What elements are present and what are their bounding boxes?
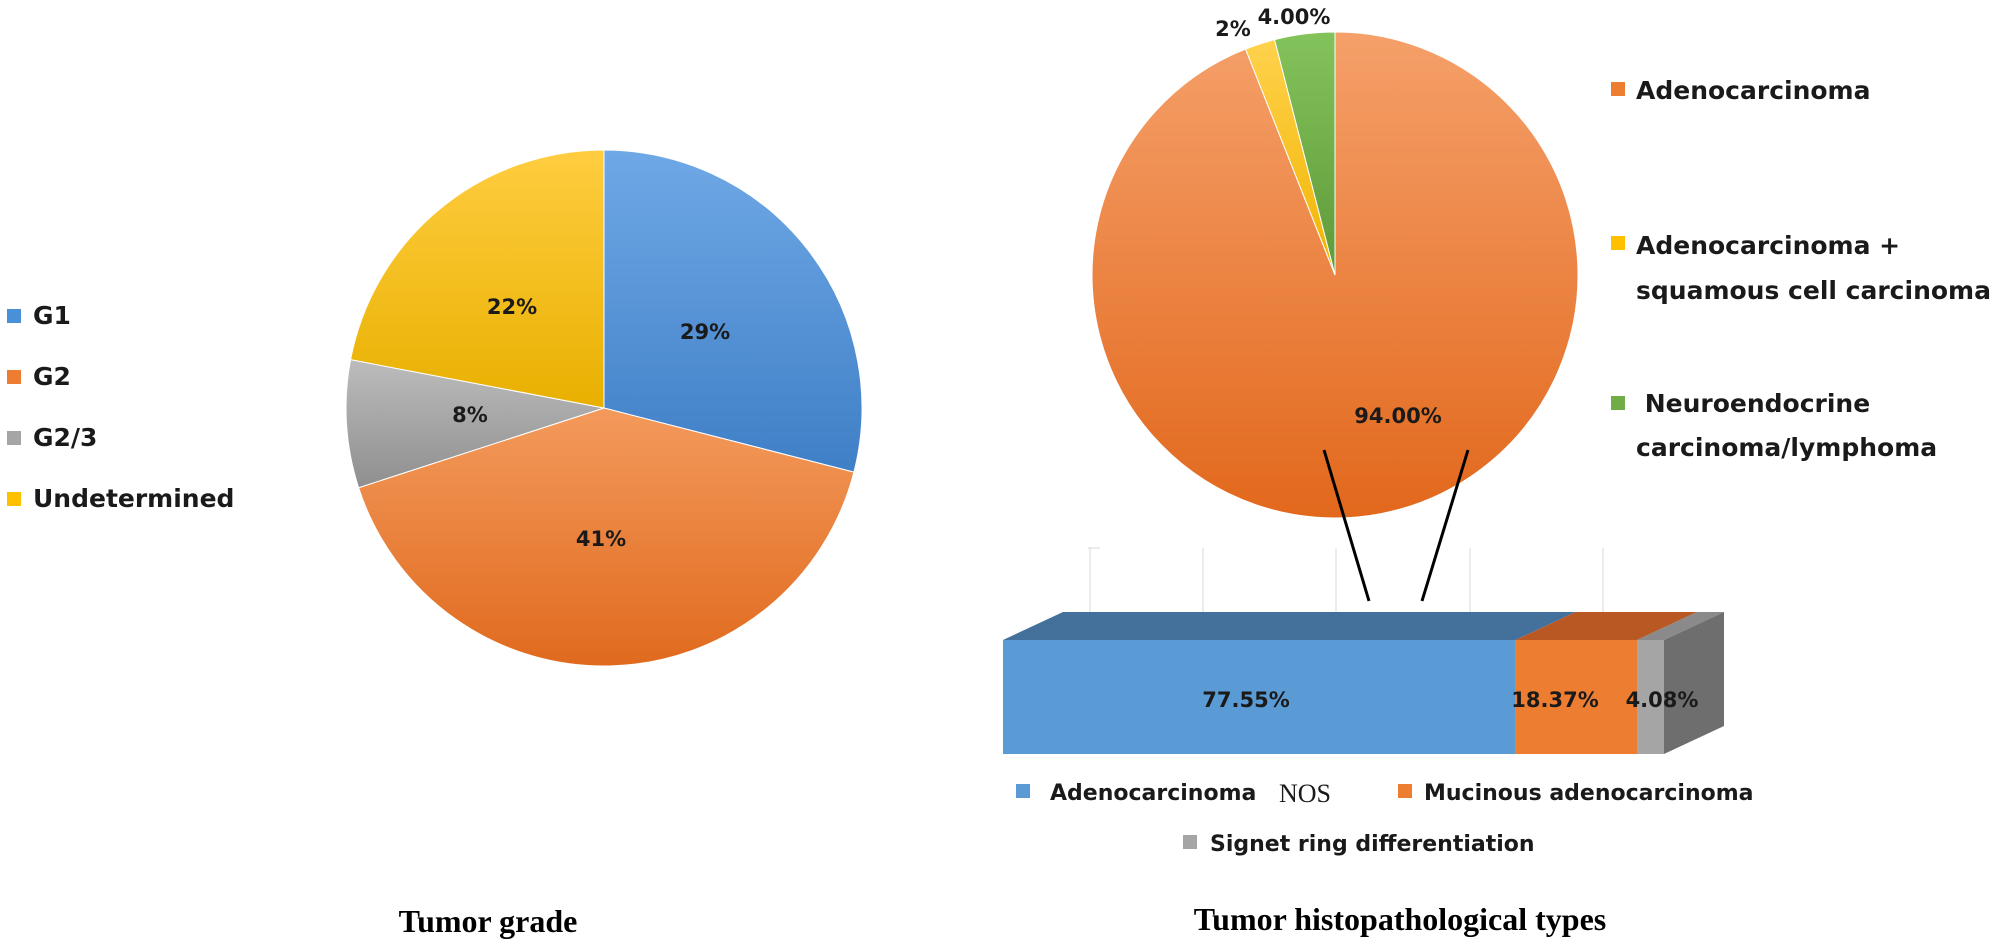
bar-mucinous <box>1515 640 1638 754</box>
label-signet-ring: 4.08% <box>1626 688 1699 712</box>
bar-signet-ring <box>1637 640 1664 754</box>
legend-label-undetermined: Undetermined <box>33 484 234 513</box>
legend-label-adeno-squamous: Adenocarcinoma + <box>1636 231 1900 260</box>
legend-swatch-g1 <box>7 309 21 323</box>
legend-swatch-signet-ring <box>1183 835 1197 849</box>
histology-legend: Adenocarcinoma Adenocarcinoma + squamous… <box>1611 76 1991 462</box>
label-undetermined: 22% <box>487 295 537 319</box>
histology-chart: 94.00% 2% 4.00% Adenocarcinoma Adenocarc… <box>1091 5 1991 937</box>
bar-adenocarcinoma-nos <box>1003 640 1516 754</box>
legend-label-mucinous: Mucinous adenocarcinoma <box>1424 781 1753 806</box>
breakdown-legend: Adenocarcinoma NOS Mucinous adenocarcino… <box>1016 779 1753 857</box>
connector-right <box>1420 449 1470 602</box>
legend-swatch-adenocarcinoma-nos <box>1016 784 1030 798</box>
legend-label-signet-ring: Signet ring differentiation <box>1210 832 1535 857</box>
label-adeno-squamous: 2% <box>1215 17 1251 41</box>
label-g2: 41% <box>576 527 626 551</box>
legend-label-neuroendocrine-2: carcinoma/lymphoma <box>1636 433 1937 462</box>
legend-swatch-mucinous <box>1398 784 1412 798</box>
legend-swatch-adenocarcinoma <box>1611 82 1625 96</box>
tumor-grade-title: Tumor grade <box>399 903 578 939</box>
slice-neuroendocrine <box>1273 31 1336 276</box>
label-mucinous: 18.37% <box>1511 688 1598 712</box>
bar-top-signet-ring <box>1637 612 1724 640</box>
connector-left <box>1322 449 1371 602</box>
bar-top-adenocarcinoma-nos <box>1003 612 1576 640</box>
legend-label-adenocarcinoma-nos: Adenocarcinoma <box>1050 781 1256 806</box>
label-neuroendocrine: 4.00% <box>1258 5 1331 29</box>
slice-g1 <box>603 149 863 473</box>
legend-swatch-adeno-squamous <box>1611 236 1625 250</box>
tumor-grade-chart: 29% 41% 8% 22% G1 G2 G2/3 Undetermined T… <box>7 149 863 939</box>
bar-top-mucinous <box>1515 612 1698 640</box>
tumor-grade-legend: G1 G2 G2/3 Undetermined <box>7 301 234 513</box>
slice-undetermined <box>349 149 605 409</box>
label-g1: 29% <box>680 320 730 344</box>
label-g2-3: 8% <box>452 403 488 427</box>
legend-swatch-g2-3 <box>7 431 21 445</box>
slice-g2 <box>357 407 855 667</box>
legend-label-g1: G1 <box>33 301 71 330</box>
legend-label-neuroendocrine: Neuroendocrine <box>1636 389 1870 418</box>
legend-swatch-undetermined <box>7 492 21 506</box>
slice-g2-3 <box>345 359 605 489</box>
histology-title: Tumor histopathological types <box>1194 901 1607 937</box>
legend-label-adenocarcinoma: Adenocarcinoma <box>1636 76 1870 105</box>
breakdown-chart: 77.55% 18.37% 4.08% Adenocarcinoma NOS M… <box>1003 547 1753 857</box>
label-adenocarcinoma-nos: 77.55% <box>1202 688 1289 712</box>
legend-swatch-neuroendocrine <box>1611 396 1625 410</box>
bar-side <box>1664 612 1724 754</box>
legend-label-g2-3: G2/3 <box>33 423 97 452</box>
legend-swatch-g2 <box>7 370 21 384</box>
label-adenocarcinoma: 94.00% <box>1354 404 1441 428</box>
legend-label-adeno-squamous-2: squamous cell carcinoma <box>1636 276 1991 305</box>
legend-label-g2: G2 <box>33 362 71 391</box>
legend-label-nos: NOS <box>1279 779 1331 808</box>
